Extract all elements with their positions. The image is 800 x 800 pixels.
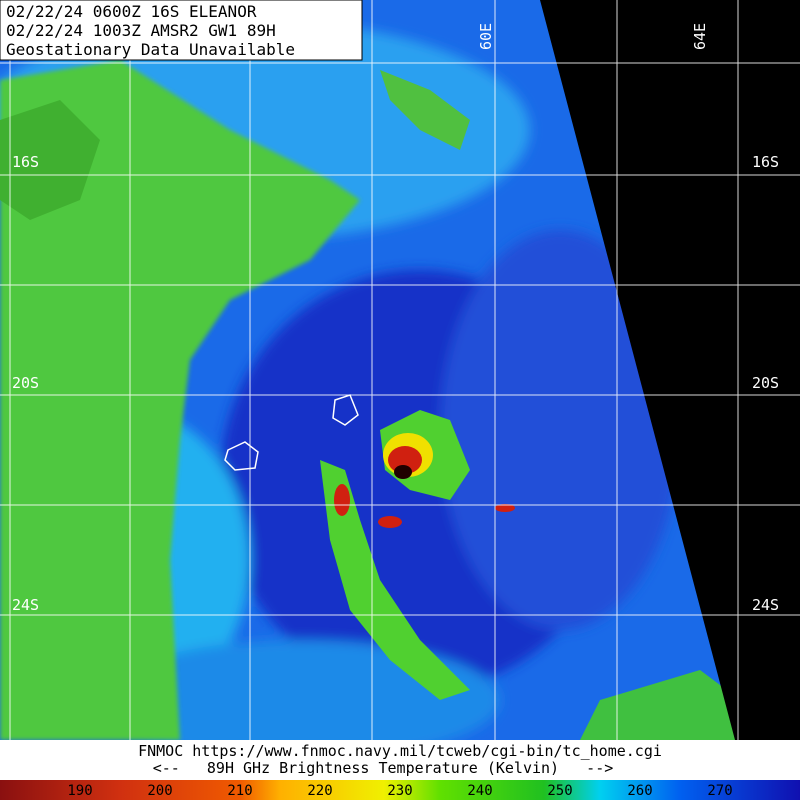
header-line: 02/22/24 1003Z AMSR2 GW1 89H xyxy=(6,21,276,40)
lat-label: 24S xyxy=(12,596,39,614)
footer-bg xyxy=(0,740,800,780)
colorbar-label: 220 xyxy=(307,783,332,799)
lat-label: 20S xyxy=(12,374,39,392)
lon-label: 60E xyxy=(477,23,495,50)
footer-line: <-- 89H GHz Brightness Temperature (Kelv… xyxy=(153,759,614,777)
header-line: 02/22/24 0600Z 16S ELEANOR xyxy=(6,2,257,21)
colorbar-label: 260 xyxy=(627,783,652,799)
grid xyxy=(0,0,800,740)
lon-label: 64E xyxy=(691,23,709,50)
lat-label: 24S xyxy=(752,596,779,614)
colorbar-label: 270 xyxy=(707,783,732,799)
lat-label: 16S xyxy=(12,153,39,171)
colorbar-label: 190 xyxy=(67,783,92,799)
footer-line: FNMOC https://www.fnmoc.navy.mil/tcweb/c… xyxy=(138,742,662,760)
imagery xyxy=(0,0,800,760)
header-line: Geostationary Data Unavailable xyxy=(6,40,295,59)
lat-label: 20S xyxy=(752,374,779,392)
lat-label: 16S xyxy=(752,153,779,171)
colorbar xyxy=(0,780,800,800)
colorbar-label: 250 xyxy=(547,783,572,799)
lat-labels: 16S 16S 20S 20S 24S 24S 60E 64E xyxy=(12,23,779,614)
colorbar-label: 200 xyxy=(147,783,172,799)
colorbar-label: 240 xyxy=(467,783,492,799)
colorbar-label: 230 xyxy=(387,783,412,799)
colorbar-labels: 190 200 210 220 230 240 250 260 270 xyxy=(67,783,732,799)
header-box xyxy=(0,0,363,61)
colorbar-label: 210 xyxy=(227,783,252,799)
